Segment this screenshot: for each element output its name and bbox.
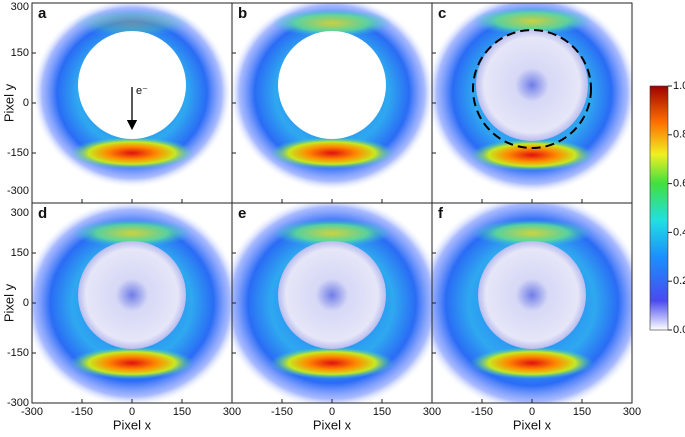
colorbar xyxy=(649,85,669,331)
colorbar-tick-label: 0.8 xyxy=(673,129,685,141)
image xyxy=(432,3,632,194)
inner xyxy=(478,241,586,349)
top-band xyxy=(272,219,392,247)
colorbar-tick-label: 0.6 xyxy=(673,178,685,190)
top-band xyxy=(472,7,592,35)
y-tick-label: -150 xyxy=(7,347,29,359)
image xyxy=(232,3,432,191)
x-tick-label: 300 xyxy=(423,406,441,418)
bottom-band xyxy=(470,347,594,379)
x-tick-label: 300 xyxy=(623,406,641,418)
y-tick-label: -300 xyxy=(7,185,29,197)
panel: f -150 0 150 300 Pixel x xyxy=(431,202,641,432)
panel: d -300 -150 0 150 300 -300 -150 0 150 300 Pixel x Pi… xyxy=(1,202,241,432)
image xyxy=(232,203,432,403)
x-tick-label: 0 xyxy=(329,406,335,418)
top-band xyxy=(72,9,192,37)
panel-label: d xyxy=(38,205,47,222)
colorbar-tick-label: 1.0 xyxy=(673,80,685,92)
image xyxy=(32,203,232,403)
x-tick-label: -150 xyxy=(71,406,93,418)
panel: b xyxy=(231,2,433,204)
colorbar-tick-label: 0.2 xyxy=(673,275,685,287)
bottom-band xyxy=(70,347,194,379)
inner xyxy=(278,31,386,139)
x-tick-label: 150 xyxy=(573,406,591,418)
x-axis-label: Pixel x xyxy=(113,417,152,432)
y-tick-label: -150 xyxy=(7,147,29,159)
dashed-circle xyxy=(472,29,592,149)
top-band xyxy=(72,219,192,247)
y-tick-label: -300 xyxy=(7,397,29,409)
top-band xyxy=(472,219,592,247)
y-tick-label: 0 xyxy=(23,297,29,309)
colorbar-tick-label: 0.4 xyxy=(673,226,685,238)
y-axis-label: Pixel y xyxy=(1,83,16,122)
image xyxy=(432,203,632,403)
bottom-band xyxy=(470,139,594,171)
x-axis-label: Pixel x xyxy=(513,417,552,432)
panel: c xyxy=(431,2,633,204)
annotation: e⁻ xyxy=(136,85,148,97)
x-tick-label: 0 xyxy=(129,406,135,418)
inner xyxy=(78,31,186,139)
x-tick-label: 300 xyxy=(223,406,241,418)
panel: e -150 0 150 300 Pixel x xyxy=(231,202,441,432)
panel-label: f xyxy=(438,205,444,222)
panel-label: a xyxy=(38,5,47,22)
panels: e⁻ a -300 -150 0 150 300 Pixel y b c d -300 -150 0 150… xyxy=(1,1,641,433)
bottom-band xyxy=(270,137,394,169)
bottom-band xyxy=(270,347,394,379)
x-axis-label: Pixel x xyxy=(313,417,352,432)
x-tick-label: -150 xyxy=(471,406,493,418)
top-band xyxy=(272,9,392,37)
inner xyxy=(278,241,386,349)
inner xyxy=(78,241,186,349)
panel-label: c xyxy=(438,5,446,22)
y-tick-label: 0 xyxy=(23,97,29,109)
panel-label: e xyxy=(238,205,246,222)
y-axis-label: Pixel y xyxy=(1,283,16,322)
y-tick-label: 300 xyxy=(11,1,29,13)
x-tick-label: 150 xyxy=(173,406,191,418)
panel-label: b xyxy=(238,5,247,22)
y-tick-label: 150 xyxy=(11,47,29,59)
y-tick-label: 150 xyxy=(11,247,29,259)
x-tick-label: 0 xyxy=(529,406,535,418)
y-tick-label: 300 xyxy=(11,207,29,219)
colorbar-tick-label: 0.0 xyxy=(673,324,685,336)
bottom-band xyxy=(70,137,194,169)
x-tick-label: 150 xyxy=(373,406,391,418)
x-tick-label: -150 xyxy=(271,406,293,418)
panel: e⁻ a -300 -150 0 150 300 Pixel y xyxy=(1,1,233,204)
inner xyxy=(476,29,588,141)
x-tick-label: -300 xyxy=(21,406,43,418)
